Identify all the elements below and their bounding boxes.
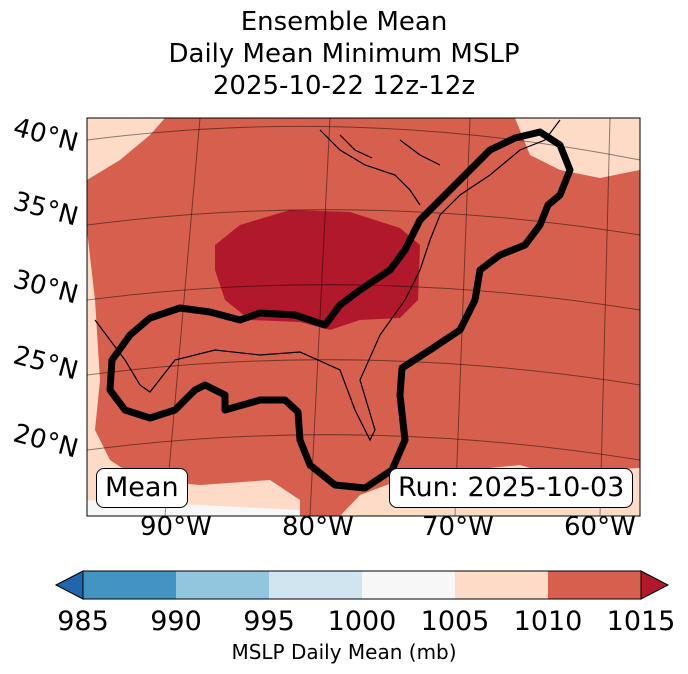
colorbar-bin-1000-1005 — [362, 571, 455, 599]
title-line-2: Daily Mean Minimum MSLP — [168, 39, 520, 69]
colorbar-extend-low — [54, 570, 84, 600]
colorbar — [54, 570, 670, 600]
colorbar-tick-1015: 1015 — [606, 606, 676, 637]
colorbar-bin-990-995 — [176, 571, 269, 599]
colorbar-bin-1005-1010 — [455, 571, 548, 599]
colorbar-bin-1010-1015 — [548, 571, 641, 599]
mean-label-box: Mean — [96, 468, 188, 508]
colorbar-bin-995-1000 — [269, 571, 362, 599]
colorbar-tick-1000: 1000 — [327, 606, 397, 637]
colorbar-bin-985-990 — [83, 571, 176, 599]
graticule — [87, 118, 640, 516]
lon-label-70: 70°W — [422, 512, 494, 542]
coastline — [94, 119, 561, 442]
colorbar-tick-1010: 1010 — [513, 606, 583, 637]
ensemble-outline — [106, 128, 574, 492]
field-1005-1010-nw — [87, 118, 165, 180]
colorbar-tick-985: 985 — [57, 606, 109, 637]
lon-label-60: 60°W — [564, 512, 636, 542]
map-frame — [86, 117, 641, 517]
title-line-1: Ensemble Mean — [240, 7, 448, 37]
colorbar-tick-995: 995 — [243, 606, 295, 637]
colorbar-extend-high — [640, 570, 670, 600]
map-field — [87, 118, 640, 516]
lon-label-80: 80°W — [282, 512, 354, 542]
title-line-3: 2025-10-22 12z-12z — [212, 71, 476, 101]
run-date-box: Run: 2025-10-03 — [389, 468, 634, 508]
colorbar-tick-990: 990 — [150, 606, 202, 637]
colorbar-label: MSLP Daily Mean (mb) — [231, 640, 457, 664]
lon-label-90: 90°W — [140, 512, 212, 542]
field-gt-1015 — [215, 210, 420, 330]
colorbar-tick-1005: 1005 — [420, 606, 490, 637]
